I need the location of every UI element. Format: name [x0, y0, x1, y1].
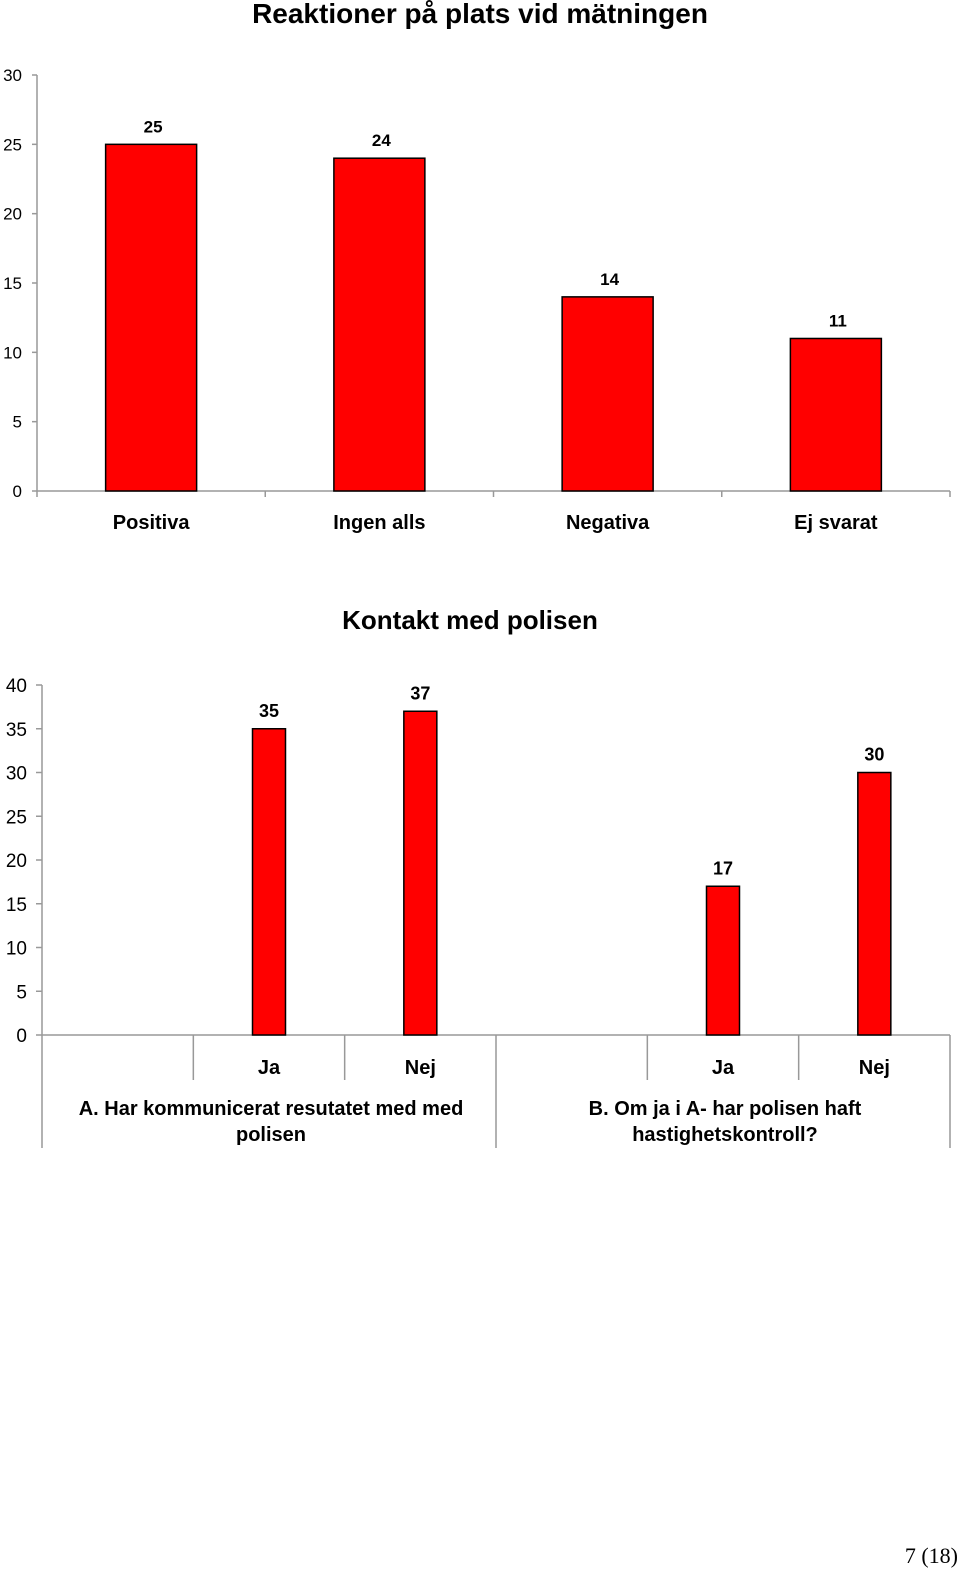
- y-tick-label: 20: [3, 205, 22, 224]
- data-label: 25: [144, 117, 163, 136]
- y-tick-label: 5: [13, 413, 22, 432]
- bar: [251, 728, 287, 1036]
- y-tick-label: 0: [13, 482, 22, 501]
- y-tick-label: 5: [16, 982, 27, 1003]
- bar: [333, 157, 426, 492]
- data-label: 17: [713, 858, 733, 878]
- y-tick-label: 25: [6, 807, 27, 828]
- data-label: 35: [259, 701, 279, 721]
- bar: [104, 143, 198, 492]
- group-label: B. Om ja i A- har polisen haft: [589, 1098, 862, 1120]
- data-label: 37: [410, 683, 430, 703]
- chart-title: Reaktioner på plats vid mätningen: [252, 0, 708, 29]
- bar: [857, 771, 892, 1036]
- kontakt-bar-chart: 0 5 10 15 20 25 30 35 40 35 Ja 37 Nej A. Har kommunic…: [6, 676, 951, 1148]
- group-label: polisen: [236, 1124, 306, 1146]
- group-label: hastighetskontroll?: [632, 1124, 818, 1146]
- data-label: 30: [864, 745, 884, 765]
- bar: [403, 710, 438, 1036]
- x-tick-label: Ingen alls: [333, 512, 425, 534]
- x-tick-label: Positiva: [113, 512, 191, 534]
- y-tick-label: 15: [6, 895, 27, 916]
- page-number: 7 (18): [904, 1543, 958, 1568]
- y-tick-label: 0: [16, 1026, 27, 1047]
- bar: [561, 296, 654, 492]
- data-label: 24: [372, 131, 391, 150]
- x-tick-label: Negativa: [566, 512, 650, 534]
- y-tick-label: 10: [6, 939, 27, 960]
- chart-title: Kontakt med polisen: [342, 605, 598, 635]
- x-tick-label: Nej: [859, 1057, 890, 1079]
- data-label: 14: [600, 270, 619, 289]
- group-label: A. Har kommunicerat resutatet med med: [79, 1098, 464, 1120]
- y-tick-label: 30: [3, 66, 22, 85]
- y-tick-label: 10: [3, 343, 22, 362]
- bar: [789, 337, 883, 492]
- y-tick-label: 25: [3, 135, 22, 154]
- bar: [705, 885, 741, 1036]
- x-tick-label: Ja: [258, 1057, 281, 1079]
- y-tick-label: 40: [6, 676, 27, 697]
- y-tick-label: 30: [6, 764, 27, 785]
- data-label: 11: [829, 311, 847, 330]
- x-tick-label: Ja: [712, 1057, 735, 1079]
- y-tick-label: 15: [3, 274, 22, 293]
- reaktioner-bar-chart: 0 5 10 15 20 25 30 25 Positiva 24 Ingen alls 14 Nega…: [3, 66, 951, 534]
- y-tick-label: 20: [6, 851, 27, 872]
- x-tick-label: Nej: [405, 1057, 436, 1079]
- x-tick-label: Ej svarat: [794, 512, 878, 534]
- y-tick-label: 35: [6, 720, 27, 741]
